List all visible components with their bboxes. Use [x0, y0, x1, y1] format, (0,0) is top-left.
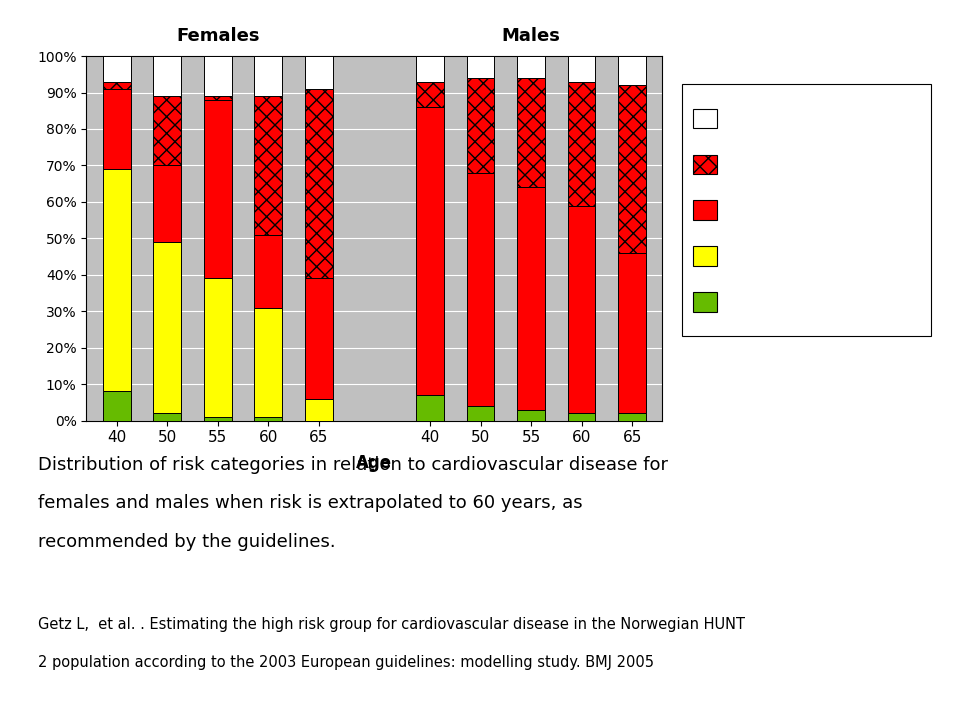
Text: ≥ 5%, priority
list: ≥ 5%, priority list	[727, 151, 820, 179]
Text: Females: Females	[176, 27, 259, 45]
Text: Getz L,  et al. . Estimating the high risk group for cardiovascular disease in t: Getz L, et al. . Estimating the high ris…	[38, 617, 745, 632]
Bar	[154, 56, 181, 96]
Bar	[254, 417, 282, 421]
Bar	[103, 89, 131, 169]
Bar	[305, 278, 333, 399]
Bar	[204, 96, 231, 100]
Bar	[204, 56, 231, 96]
Bar	[154, 165, 181, 242]
Bar	[204, 278, 231, 417]
Text: ≤ 1%, chart: ≤ 1%, chart	[727, 296, 806, 308]
Bar	[567, 414, 595, 421]
Bar	[103, 391, 131, 421]
Text: 2 population according to the 2003 European guidelines: modelling study. BMJ 200: 2 population according to the 2003 Europ…	[38, 655, 655, 670]
Bar	[416, 81, 444, 107]
Bar	[254, 235, 282, 308]
Bar	[467, 172, 494, 406]
Bar	[254, 56, 282, 96]
Bar	[517, 78, 545, 187]
Text: ≥ 5%, chart: ≥ 5%, chart	[727, 204, 806, 217]
Bar	[618, 414, 646, 421]
Bar	[254, 308, 282, 417]
Bar	[567, 205, 595, 414]
Bar	[618, 86, 646, 253]
Text: recommended by the guidelines.: recommended by the guidelines.	[38, 533, 336, 551]
Text: Males: Males	[501, 27, 561, 45]
Bar	[567, 81, 595, 205]
Bar	[103, 56, 131, 81]
Text: females and males when risk is extrapolated to 60 years, as: females and males when risk is extrapola…	[38, 494, 583, 512]
Bar	[517, 56, 545, 78]
Bar	[467, 56, 494, 78]
Bar	[305, 56, 333, 89]
Bar	[416, 56, 444, 81]
Bar	[103, 169, 131, 391]
Bar	[154, 242, 181, 414]
Bar	[204, 417, 231, 421]
Bar	[567, 56, 595, 81]
Bar	[416, 107, 444, 395]
Bar	[254, 96, 282, 235]
Bar	[517, 187, 545, 409]
Bar	[467, 78, 494, 172]
Bar	[154, 96, 181, 165]
X-axis label: Age: Age	[356, 454, 393, 472]
Bar	[618, 253, 646, 414]
Text: Unclassified: Unclassified	[727, 112, 806, 125]
Bar	[154, 414, 181, 421]
Bar	[618, 56, 646, 86]
Bar	[517, 409, 545, 421]
Bar	[204, 100, 231, 278]
Bar	[305, 399, 333, 421]
Text: 2-4%, chart: 2-4%, chart	[727, 250, 804, 263]
Bar	[103, 81, 131, 89]
Bar	[467, 406, 494, 421]
Text: Distribution of risk categories in relation to cardiovascular disease for: Distribution of risk categories in relat…	[38, 456, 668, 474]
Bar	[416, 395, 444, 421]
Bar	[305, 89, 333, 278]
